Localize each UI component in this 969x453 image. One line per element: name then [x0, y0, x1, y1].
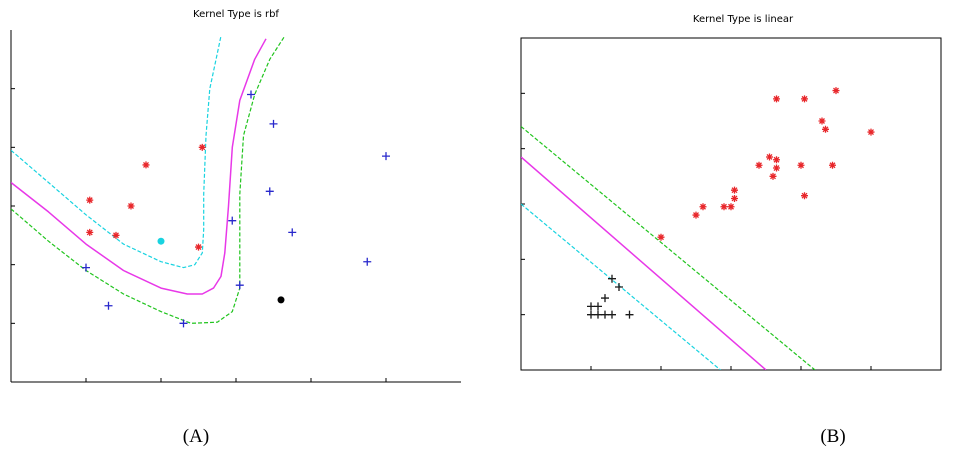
- star-point: [797, 161, 805, 169]
- star-point: [692, 211, 700, 219]
- star-point: [657, 233, 665, 241]
- star-point: [720, 203, 728, 211]
- star-point: [773, 95, 780, 103]
- margin-line: [521, 126, 816, 370]
- margin-line: [11, 35, 222, 269]
- panel-a: Kernel Type is rbf (A): [10, 9, 461, 447]
- star-point: [773, 156, 780, 164]
- star-point: [829, 161, 836, 169]
- plus-point: [104, 301, 113, 310]
- star-point: [832, 87, 840, 95]
- star-point: [731, 186, 738, 194]
- plot-area: [521, 87, 875, 370]
- plus-point: [601, 310, 609, 319]
- star-point: [142, 161, 150, 169]
- margin-line: [11, 35, 286, 324]
- star-point: [731, 194, 738, 202]
- star-point: [195, 243, 202, 251]
- plus-point: [247, 90, 255, 99]
- chart-title: Kernel Type is linear: [693, 14, 794, 25]
- plus-point: [228, 216, 237, 225]
- panel-caption: (A): [183, 426, 209, 447]
- panel-caption: (B): [820, 426, 845, 447]
- star-point: [727, 203, 735, 211]
- star-point: [867, 128, 875, 136]
- plus-point: [608, 310, 616, 319]
- plus-point: [235, 281, 244, 290]
- star-point: [801, 192, 808, 200]
- plus-point: [608, 274, 616, 283]
- star-point: [769, 172, 777, 180]
- plot-area: [11, 35, 390, 328]
- plus-point: [363, 257, 372, 266]
- plus-point: [269, 119, 278, 128]
- plus-point: [179, 319, 188, 328]
- plus-point: [587, 310, 595, 319]
- decision-boundary-line: [11, 38, 267, 295]
- plus-point: [601, 294, 609, 303]
- star-point: [818, 117, 826, 125]
- dot-point: [277, 296, 285, 304]
- plus-point: [594, 302, 602, 311]
- star-point: [127, 202, 135, 210]
- star-point: [112, 231, 120, 239]
- star-point: [86, 228, 94, 236]
- panel-b: Kernel Type is linear (B): [520, 14, 942, 447]
- star-point: [801, 95, 808, 103]
- star-point: [699, 203, 707, 211]
- plus-point: [382, 152, 390, 161]
- dot-point: [157, 237, 165, 245]
- plus-point: [82, 263, 90, 272]
- star-point: [766, 153, 773, 161]
- decision-boundary-line: [521, 156, 767, 370]
- plus-point: [265, 187, 274, 196]
- star-point: [822, 125, 829, 133]
- plus-point: [615, 283, 623, 291]
- star-point: [198, 143, 206, 151]
- star-point: [773, 164, 780, 172]
- plus-point: [288, 228, 297, 237]
- plus-point: [625, 310, 634, 319]
- plus-point: [587, 302, 595, 311]
- chart-title: Kernel Type is rbf: [193, 9, 279, 20]
- plus-point: [594, 310, 602, 319]
- star-point: [755, 161, 763, 169]
- star-point: [86, 196, 94, 204]
